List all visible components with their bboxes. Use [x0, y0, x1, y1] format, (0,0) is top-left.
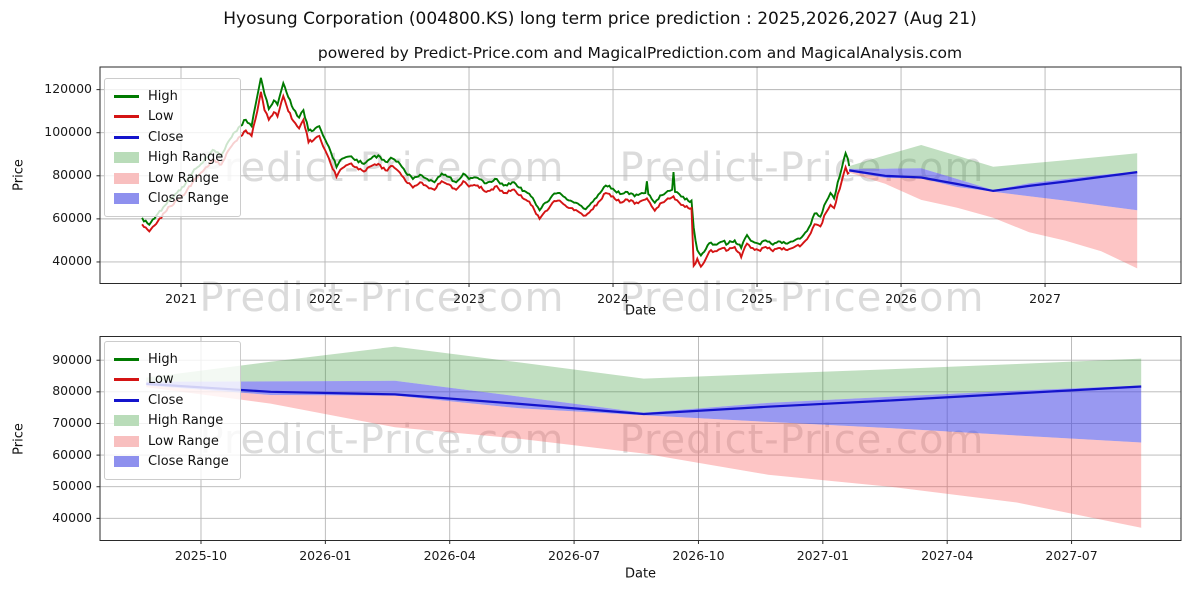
- low-line: [141, 91, 850, 269]
- watermark-text: Predict-Price.com: [619, 275, 985, 321]
- legend-item: Close: [114, 127, 229, 148]
- low-legend-swatch: [114, 115, 139, 119]
- close-line: [146, 382, 1142, 416]
- high-range-legend-swatch: [114, 152, 139, 164]
- close-line: [849, 169, 1138, 193]
- high-range-band: [849, 145, 1138, 190]
- high-legend-swatch: [114, 357, 139, 361]
- low-range-legend-swatch: [114, 172, 139, 184]
- legend-item-label: High Range: [148, 150, 224, 166]
- legend-item: High Range: [114, 411, 229, 432]
- legend-item-label: Low Range: [148, 170, 219, 186]
- low-range-band: [146, 385, 1142, 528]
- high-legend-swatch: [114, 94, 139, 98]
- legend-item-label: Low: [148, 372, 174, 388]
- low-range-legend-swatch: [114, 435, 139, 447]
- high-range-band: [146, 346, 1142, 413]
- price-history-chart: [96, 66, 1182, 287]
- chart-subtitle: powered by Predict-Price.com and Magical…: [317, 44, 963, 62]
- legend-box: High Low Close High Range Low Range Close Ran…: [104, 78, 241, 217]
- legend-item-label: Close Range: [148, 191, 229, 207]
- high-line: [141, 77, 851, 258]
- legend-box: High Low Close High Range Low Range Close Ran…: [104, 341, 241, 480]
- watermark-text: Predict-Price.com: [199, 275, 565, 321]
- legend-item: Close Range: [114, 452, 229, 473]
- legend-item: Close Range: [114, 189, 229, 210]
- legend-item-label: Close: [148, 129, 184, 145]
- prediction-detail-chart: [96, 336, 1182, 544]
- legend-item-label: High Range: [148, 413, 224, 429]
- low-range-band: [849, 171, 1138, 269]
- close-range-band: [849, 168, 1138, 211]
- legend-item-label: High: [148, 351, 178, 367]
- close-range-legend-swatch: [114, 456, 139, 468]
- high-range-legend-swatch: [114, 415, 139, 427]
- legend-item-label: High: [148, 88, 178, 104]
- legend-item: Low Range: [114, 431, 229, 452]
- close-range-legend-swatch: [114, 193, 139, 205]
- close-legend-swatch: [114, 135, 139, 139]
- close-range-band: [146, 380, 1142, 443]
- legend-item: Close: [114, 390, 229, 411]
- legend-item: High Range: [114, 148, 229, 169]
- legend-item-label: Low Range: [148, 433, 219, 449]
- legend-item: Low Range: [114, 168, 229, 189]
- legend-item-label: Close Range: [148, 454, 229, 470]
- legend-item: High: [114, 349, 229, 370]
- legend-item: Low: [114, 107, 229, 128]
- page-title: Hyosung Corporation (004800.KS) long ter…: [223, 9, 977, 29]
- legend-item: High: [114, 86, 229, 107]
- watermark-text: Predict-Price.com: [619, 145, 985, 191]
- legend-item-label: Low: [148, 109, 174, 125]
- close-legend-swatch: [114, 398, 139, 402]
- legend-item-label: Close: [148, 392, 184, 408]
- legend-item: Low: [114, 370, 229, 391]
- low-legend-swatch: [114, 378, 139, 382]
